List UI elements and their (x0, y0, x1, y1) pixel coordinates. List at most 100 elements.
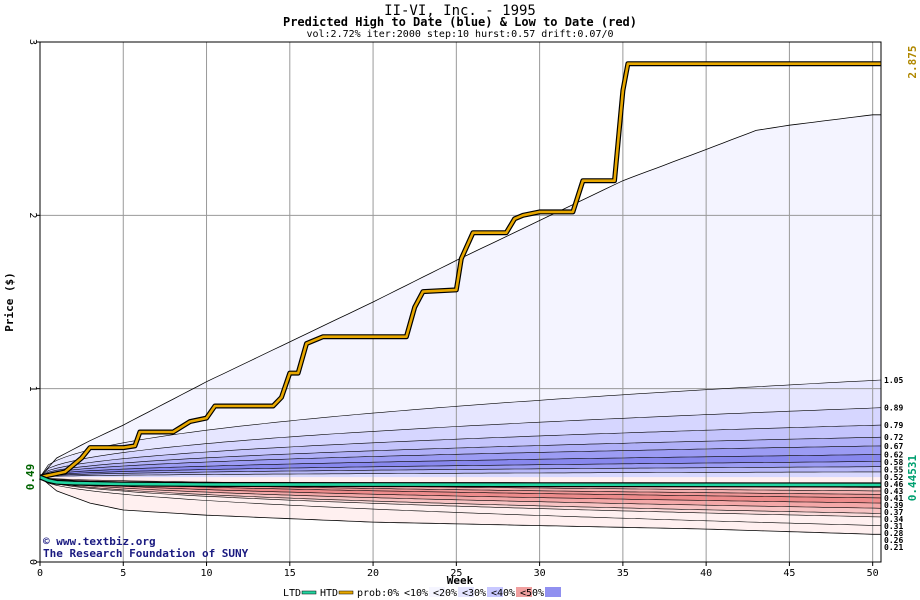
band-end-label: 0.72 (884, 433, 903, 442)
x-tick-label: 15 (284, 568, 296, 579)
high-band (40, 471, 881, 478)
band-boundary-line (39, 476, 882, 526)
band-end-label: 0.26 (884, 536, 903, 545)
high-band (40, 407, 881, 478)
x-tick-label: 45 (783, 568, 795, 579)
legend-label: <40% (491, 588, 515, 599)
band-boundary-line (39, 445, 882, 478)
band-boundary-line (39, 471, 881, 478)
band-boundary-line (39, 476, 882, 504)
band-boundary-line (39, 436, 882, 478)
high-band (40, 466, 881, 478)
band-boundary-line (39, 466, 881, 478)
high-band (40, 454, 881, 478)
low-band (40, 477, 881, 509)
band-end-label: 0.89 (884, 404, 903, 413)
band-end-label: 0.55 (884, 466, 903, 475)
y-tick-label: 2 (27, 212, 38, 218)
band-boundary-line (39, 379, 882, 478)
legend-label: <30% (462, 588, 486, 599)
legend-swatch (429, 587, 445, 597)
band-boundary-line (39, 476, 882, 514)
band-end-label: 0.39 (884, 501, 903, 510)
y-tick-label: 1 (27, 386, 38, 392)
x-axis-label: Week (447, 574, 474, 587)
band-end-label: 0.34 (884, 515, 903, 524)
series-lines (39, 61, 882, 535)
series-line-htd (39, 62, 881, 479)
x-tick-label: 20 (367, 568, 379, 579)
legend-label: <50% (520, 588, 544, 599)
low-band (40, 477, 881, 504)
legend-label: <10% (404, 588, 428, 599)
credit-website: © www.textbiz.org (43, 535, 156, 548)
x-tick-label: 50 (867, 568, 879, 579)
low-band (40, 477, 881, 495)
legend-swatch (400, 587, 416, 597)
band-boundary-line (39, 476, 882, 518)
band-boundary-line (39, 476, 882, 509)
low-band (40, 477, 881, 517)
legend-swatch (301, 590, 317, 595)
chart-params: vol:2.72% iter:2000 step:10 hurst:0.57 d… (306, 29, 613, 40)
band-end-label: 0.37 (884, 508, 903, 517)
low-band (40, 477, 881, 491)
legend-label: <20% (433, 588, 457, 599)
x-tick-label: 0 (37, 568, 43, 579)
high-band (40, 380, 881, 478)
lower-envelope-line (39, 476, 881, 535)
low-band (40, 477, 881, 514)
probability-bands (40, 114, 881, 535)
high-envelope-fill (40, 114, 881, 478)
legend-label: LTD (283, 588, 301, 599)
high-band (40, 437, 881, 478)
y-tick-label: 0 (27, 559, 38, 565)
max-price-label: 2.875 (906, 45, 919, 78)
low-band (40, 477, 881, 526)
start-price-label: 0.49 (24, 464, 37, 491)
band-end-label: 1.05 (884, 376, 903, 385)
band-end-label: 0.21 (884, 543, 903, 552)
band-end-label: 0.62 (884, 451, 903, 460)
plot-frame (39, 41, 882, 563)
chart-title: II-VI, Inc. - 1995 (384, 3, 536, 19)
x-tick-label: 40 (700, 568, 712, 579)
x-tick-label: 5 (120, 568, 126, 579)
x-axis-ticks: 0 5 10 15 20 25 30 35 40 45 50 (37, 562, 879, 579)
legend-label: prob:0% (357, 588, 399, 599)
legend-label: HTD (320, 588, 338, 599)
high-band (40, 445, 881, 478)
x-tick-label: 10 (201, 568, 213, 579)
credit-org: The Research Foundation of SUNY (43, 547, 249, 560)
band-end-label: 0.31 (884, 522, 903, 531)
x-tick-label: 30 (534, 568, 546, 579)
band-end-label: 0.58 (884, 458, 903, 467)
band-boundary-line (39, 454, 882, 478)
y-axis-ticks: 0 1 2 3 (27, 39, 40, 565)
chart-subtitle: Predicted High to Date (blue) & Low to D… (283, 15, 637, 29)
band-end-labels: 1.05 0.89 0.79 0.720.670.620.580.550.520.46… (884, 376, 903, 552)
y-axis-label: Price ($) (3, 272, 16, 332)
band-end-label: 0.52 (884, 473, 903, 482)
legend-swatch (487, 587, 503, 597)
x-tick-label: 35 (617, 568, 629, 579)
legend-swatch (458, 587, 474, 597)
band-end-label: 0.79 (884, 421, 903, 430)
band-end-label: 0.67 (884, 442, 903, 451)
x-tick-label: 25 (450, 568, 462, 579)
band-boundary-line (39, 424, 882, 478)
band-end-label: 0.46 (884, 480, 903, 489)
band-end-label: 0.43 (884, 487, 903, 496)
legend-swatch (338, 590, 354, 595)
band-boundary-line (39, 461, 881, 478)
band-end-label: 0.28 (884, 529, 903, 538)
band-end-label: 0.41 (884, 494, 903, 503)
legend-swatch (516, 587, 532, 597)
low-band (40, 477, 881, 498)
legend-swatch (545, 587, 561, 597)
band-boundary-line (39, 407, 882, 478)
y-tick-label: 3 (27, 39, 38, 45)
legend: LTD HTD prob:0% <10% <20% <30% <40% <50% (283, 587, 561, 599)
series-line-ltd (39, 475, 882, 487)
